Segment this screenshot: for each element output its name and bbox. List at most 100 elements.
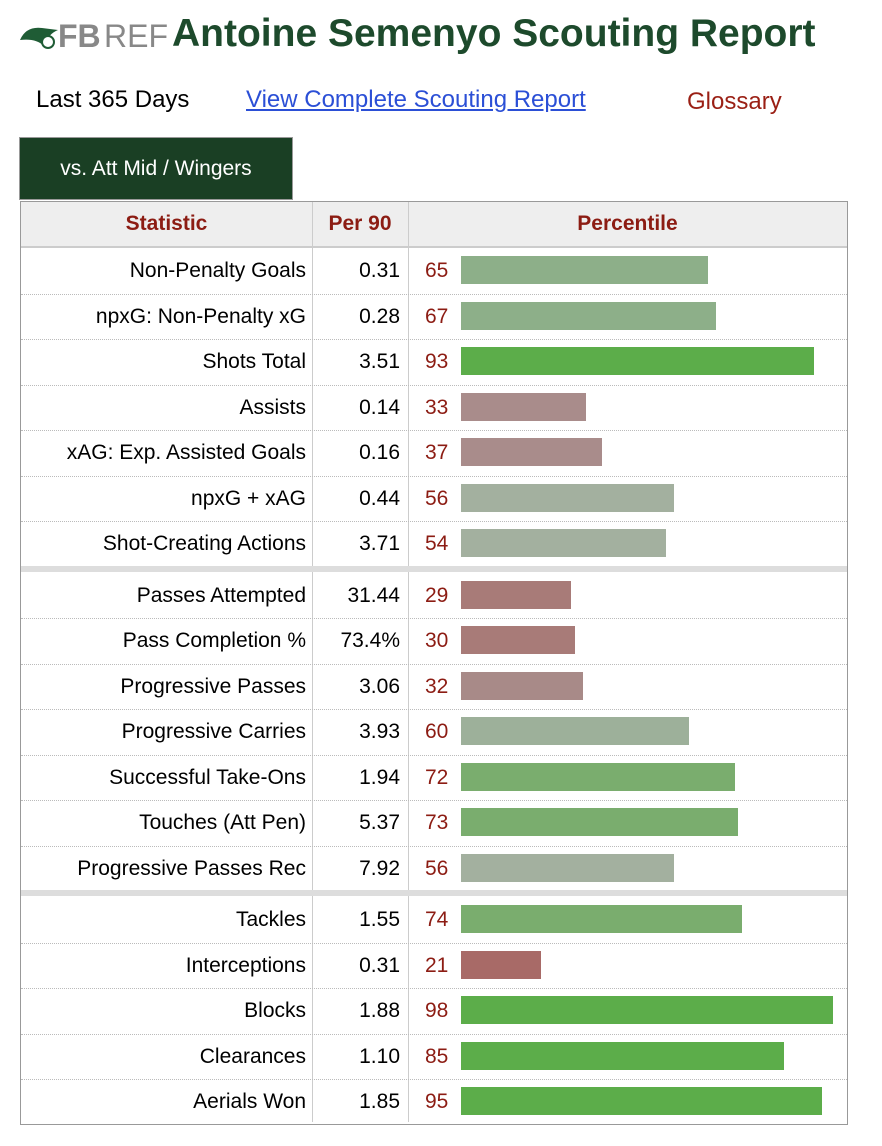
statistic: Pass Completion % [122, 629, 306, 652]
percentile: 98 [425, 999, 449, 1022]
header-row [21, 202, 847, 248]
per90: 3.93 [359, 720, 400, 743]
page-title: Antoine Semenyo Scouting Report [172, 12, 816, 55]
per90: 0.31 [359, 953, 400, 977]
column-header: Per 90 [328, 212, 392, 235]
row-border [21, 521, 847, 522]
row-border [21, 988, 847, 989]
per90: 1.94 [359, 765, 400, 789]
per90: 0.14 [359, 395, 400, 419]
per90: 1.88 [359, 999, 400, 1022]
row-border [21, 754, 847, 756]
percentile: 74 [425, 908, 449, 931]
percentile: 65 [425, 259, 449, 282]
scouting-table: Statistic Per 90 Percentile Non-Penalty Goa… [20, 201, 848, 1125]
statistic: Progressive Passes Rec [77, 856, 306, 880]
percentile-bar [461, 1087, 822, 1115]
percentile: 21 [425, 953, 449, 977]
percentile-bar [461, 1041, 784, 1070]
percentile: 85 [425, 1044, 449, 1068]
percentile: 37 [425, 441, 449, 464]
percentile-bar [461, 905, 743, 933]
statistic: npxG: Non-Penalty xG [95, 304, 306, 328]
group-separator [21, 890, 847, 896]
row-border [21, 618, 847, 619]
percentile-bar [461, 256, 708, 284]
statistic: Shots Total [202, 350, 306, 373]
percentile: 56 [425, 486, 449, 510]
statistic: xAG: Exp. Assisted Goals [66, 441, 306, 464]
per90: 7.92 [359, 856, 400, 880]
percentile: 54 [425, 532, 449, 555]
row-border [21, 845, 847, 847]
statistic: Non-Penalty Goals [129, 259, 306, 282]
percentile-bar [461, 671, 583, 700]
row-border [21, 709, 847, 710]
percentile: 29 [425, 583, 449, 607]
statistic: Touches (Att Pen) [139, 811, 306, 834]
percentile-bar [461, 580, 572, 609]
percentile-bar [461, 626, 575, 654]
row-border [21, 339, 847, 340]
statistic: Successful Take-Ons [109, 765, 306, 789]
row-border [21, 942, 847, 944]
row-border [21, 1079, 847, 1080]
row-border [21, 430, 847, 431]
per90: 1.10 [359, 1044, 400, 1068]
percentile-bar [461, 392, 587, 421]
percentile-bar [461, 301, 716, 330]
column-header: Percentile [577, 212, 678, 235]
glossary-link[interactable]: Glossary [687, 88, 782, 115]
row-border [21, 293, 847, 295]
percentile-bar [461, 438, 602, 466]
percentile-bar [461, 717, 689, 745]
statistic: Interceptions [185, 953, 306, 977]
percentile-bar [461, 529, 667, 557]
period-label: Last 365 Days [36, 86, 190, 113]
tab[interactable]: vs. Att Mid / Wingers [19, 137, 293, 200]
row-border [21, 384, 847, 386]
logo-icon [20, 27, 58, 49]
statistic: Progressive Carries [121, 720, 306, 743]
row-border [21, 1033, 847, 1035]
column-header: Statistic [125, 212, 208, 235]
statistic: Assists [239, 395, 306, 419]
per90: 0.16 [359, 441, 400, 464]
statistic: Blocks [244, 999, 306, 1022]
column-divider [312, 202, 313, 1122]
percentile: 60 [425, 720, 449, 743]
group-separator [21, 565, 847, 572]
per90: 73.4% [340, 629, 400, 652]
percentile-bar [461, 762, 735, 791]
column-divider [408, 202, 409, 1122]
per90: 1.85 [359, 1090, 400, 1113]
per90: 3.71 [359, 532, 400, 555]
row-border [21, 663, 847, 665]
per90: 3.51 [359, 350, 400, 373]
percentile: 67 [425, 304, 449, 328]
percentile-bar [461, 483, 674, 512]
per90: 3.06 [359, 674, 400, 698]
statistic: Shot-Creating Actions [102, 532, 306, 555]
per90: 1.55 [359, 908, 400, 931]
per90: 0.31 [359, 259, 400, 282]
row-border [21, 475, 847, 477]
percentile: 56 [425, 856, 449, 880]
per90: 31.44 [347, 583, 400, 607]
percentile: 32 [425, 674, 449, 698]
percentile-bar [461, 853, 674, 882]
statistic: npxG + xAG [191, 486, 306, 510]
statistic: Progressive Passes [120, 674, 306, 698]
percentile-bar [461, 996, 834, 1024]
statistic: Tackles [235, 908, 306, 931]
row-border [21, 800, 847, 801]
percentile: 93 [425, 350, 449, 373]
percentile: 73 [425, 811, 449, 834]
percentile-bar [461, 347, 815, 375]
percentile: 72 [425, 765, 449, 789]
percentile-bar [461, 950, 541, 979]
statistic: Clearances [199, 1044, 306, 1068]
report-link[interactable]: View Complete Scouting Report [246, 86, 586, 113]
percentile: 33 [425, 395, 449, 419]
